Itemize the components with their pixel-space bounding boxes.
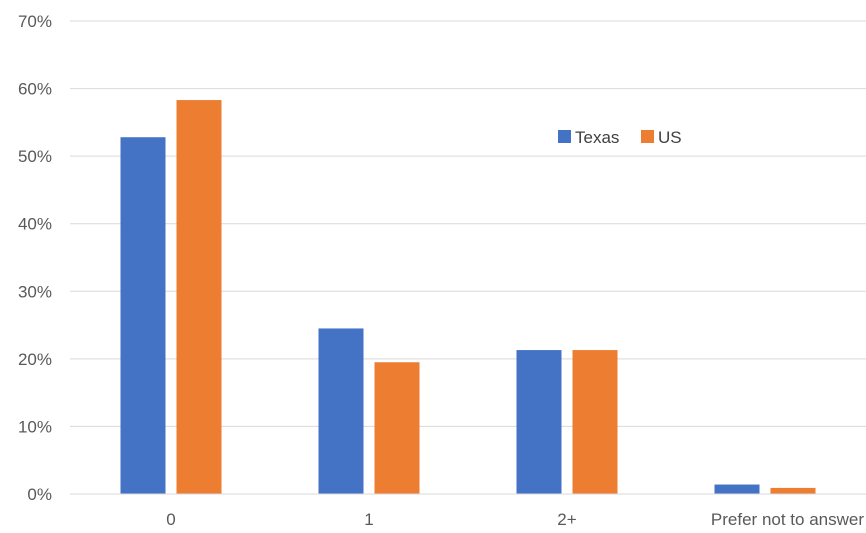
x-tick-label: 2+ bbox=[557, 510, 576, 529]
y-tick-label: 10% bbox=[18, 417, 52, 436]
legend-swatch-us bbox=[641, 130, 654, 143]
bar-texas-1 bbox=[318, 328, 364, 494]
legend-swatch-texas bbox=[558, 130, 571, 143]
y-tick-label: 40% bbox=[18, 215, 52, 234]
y-tick-label: 30% bbox=[18, 282, 52, 301]
bar-us-2 bbox=[572, 350, 618, 494]
y-tick-label: 60% bbox=[18, 80, 52, 99]
bar-texas-0 bbox=[120, 137, 166, 495]
bars bbox=[120, 100, 816, 495]
bar-us-3 bbox=[770, 487, 816, 494]
y-tick-label: 50% bbox=[18, 147, 52, 166]
legend-label-texas: Texas bbox=[575, 128, 619, 147]
legend: Texas US bbox=[558, 128, 682, 147]
y-axis-tick-labels: 0% 10% 20% 30% 40% 50% 60% 70% bbox=[18, 12, 52, 504]
y-tick-label: 70% bbox=[18, 12, 52, 31]
y-tick-label: 20% bbox=[18, 350, 52, 369]
legend-label-us: US bbox=[658, 128, 682, 147]
y-tick-label: 0% bbox=[27, 485, 52, 504]
bar-texas-3 bbox=[714, 484, 760, 494]
x-tick-label: 0 bbox=[166, 510, 175, 529]
bar-texas-2 bbox=[516, 350, 562, 494]
bar-us-1 bbox=[374, 362, 420, 494]
bar-us-0 bbox=[176, 100, 222, 495]
x-tick-label: Prefer not to answer bbox=[711, 510, 864, 529]
x-tick-label: 1 bbox=[364, 510, 373, 529]
x-axis-tick-labels: 0 1 2+ Prefer not to answer bbox=[166, 510, 864, 529]
